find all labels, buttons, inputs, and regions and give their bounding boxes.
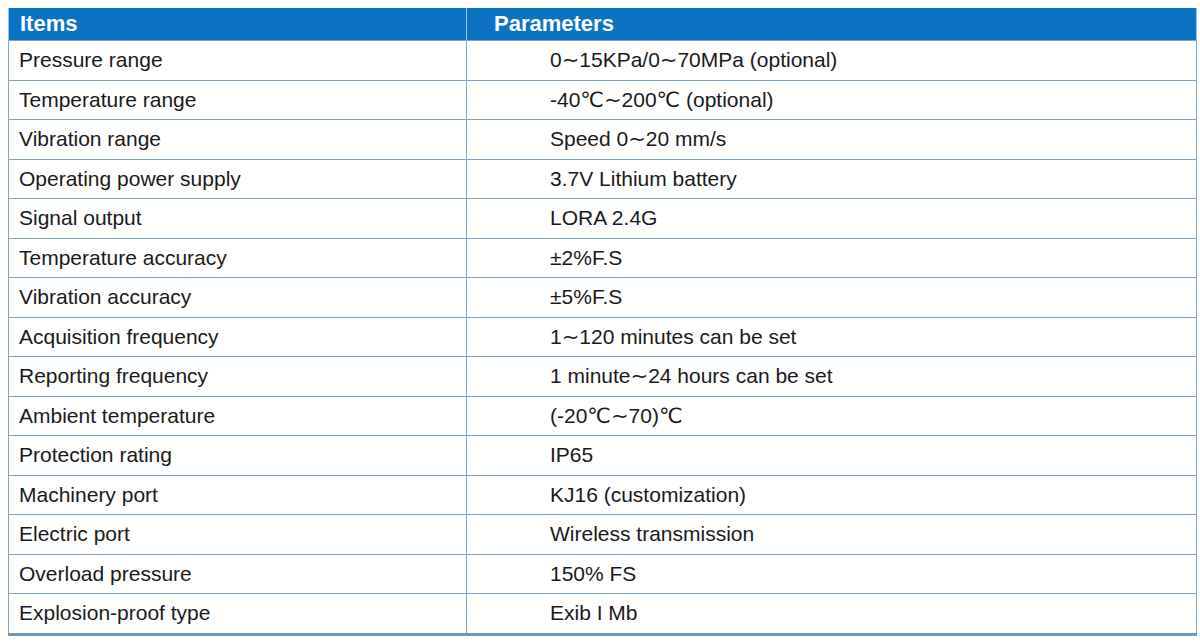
param-cell: Exib I Mb (467, 594, 1197, 635)
header-row: Items Parameters (9, 8, 1197, 41)
table-row: Temperature range -40℃∼200℃ (optional) (9, 80, 1197, 120)
table-row: Signal output LORA 2.4G (9, 199, 1197, 239)
table-body: Pressure range 0∼15KPa/0∼70MPa (optional… (9, 41, 1197, 635)
param-cell: LORA 2.4G (467, 199, 1197, 239)
param-cell: (-20℃∼70)℃ (467, 396, 1197, 436)
param-cell: 1∼120 minutes can be set (467, 317, 1197, 357)
item-cell: Ambient temperature (9, 396, 467, 436)
item-cell: Operating power supply (9, 159, 467, 199)
table-row: Protection rating IP65 (9, 436, 1197, 476)
spec-table: Items Parameters Pressure range 0∼15KPa/… (8, 8, 1197, 636)
param-cell: 3.7V Lithium battery (467, 159, 1197, 199)
item-cell: Explosion-proof type (9, 594, 467, 635)
table-row: Vibration accuracy ±5%F.S (9, 278, 1197, 318)
param-cell: Wireless transmission (467, 515, 1197, 555)
table-row: Explosion-proof type Exib I Mb (9, 594, 1197, 635)
param-cell: 150% FS (467, 554, 1197, 594)
table-row: Vibration range Speed 0∼20 mm/s (9, 120, 1197, 160)
table-row: Acquisition frequency 1∼120 minutes can … (9, 317, 1197, 357)
item-cell: Vibration accuracy (9, 278, 467, 318)
table-row: Reporting frequency 1 minute∼24 hours ca… (9, 357, 1197, 397)
item-cell: Protection rating (9, 436, 467, 476)
param-cell: ±2%F.S (467, 238, 1197, 278)
spec-sheet-page: Items Parameters Pressure range 0∼15KPa/… (0, 0, 1200, 643)
column-header-parameters: Parameters (467, 8, 1197, 41)
item-cell: Pressure range (9, 41, 467, 81)
item-cell: Machinery port (9, 475, 467, 515)
param-cell: -40℃∼200℃ (optional) (467, 80, 1197, 120)
param-cell: ±5%F.S (467, 278, 1197, 318)
table-row: Pressure range 0∼15KPa/0∼70MPa (optional… (9, 41, 1197, 81)
param-cell: 1 minute∼24 hours can be set (467, 357, 1197, 397)
column-header-items: Items (9, 8, 467, 41)
item-cell: Reporting frequency (9, 357, 467, 397)
param-cell: Speed 0∼20 mm/s (467, 120, 1197, 160)
param-cell: IP65 (467, 436, 1197, 476)
table-row: Overload pressure 150% FS (9, 554, 1197, 594)
param-cell: 0∼15KPa/0∼70MPa (optional) (467, 41, 1197, 81)
item-cell: Acquisition frequency (9, 317, 467, 357)
table-row: Operating power supply 3.7V Lithium batt… (9, 159, 1197, 199)
table-row: Ambient temperature (-20℃∼70)℃ (9, 396, 1197, 436)
item-cell: Overload pressure (9, 554, 467, 594)
item-cell: Temperature range (9, 80, 467, 120)
item-cell: Signal output (9, 199, 467, 239)
param-cell: KJ16 (customization) (467, 475, 1197, 515)
table-row: Electric port Wireless transmission (9, 515, 1197, 555)
item-cell: Temperature accuracy (9, 238, 467, 278)
table-row: Machinery port KJ16 (customization) (9, 475, 1197, 515)
item-cell: Electric port (9, 515, 467, 555)
table-row: Temperature accuracy ±2%F.S (9, 238, 1197, 278)
item-cell: Vibration range (9, 120, 467, 160)
